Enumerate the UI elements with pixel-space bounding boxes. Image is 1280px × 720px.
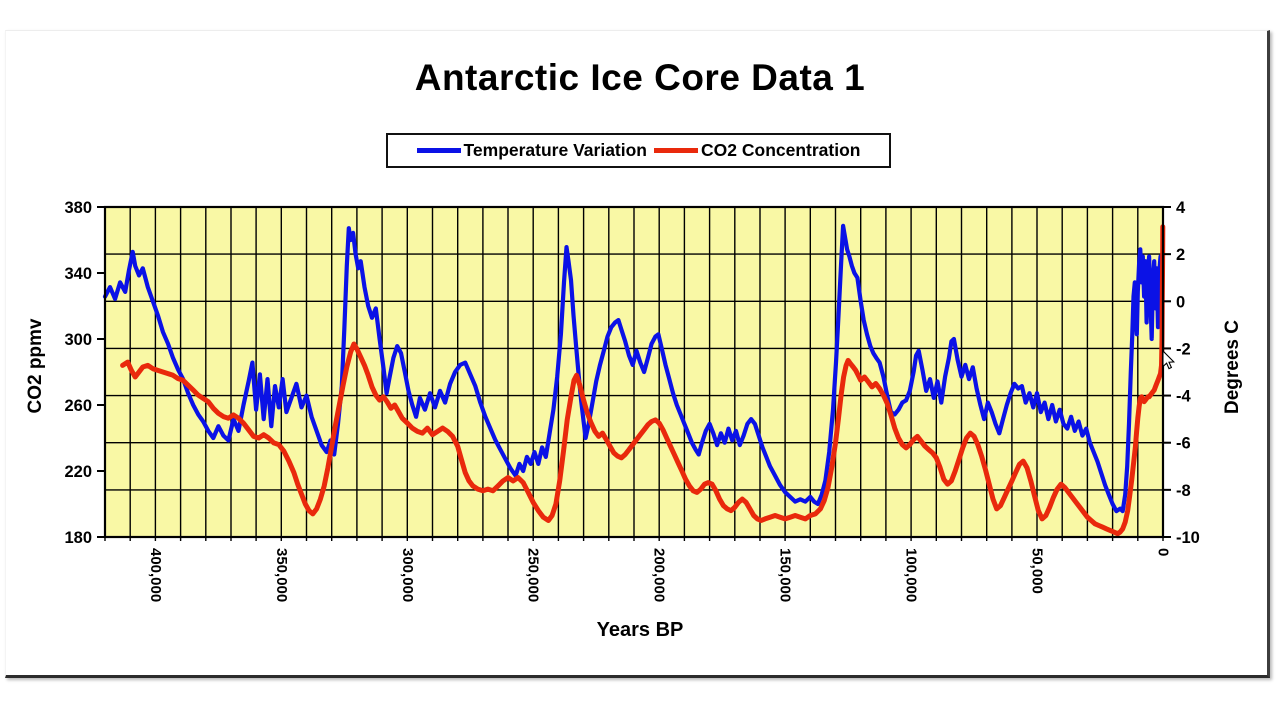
x-tick-label: 0	[1155, 548, 1172, 556]
y-left-tick-label: 340	[64, 265, 92, 283]
x-tick-label: 200,000	[651, 548, 668, 602]
y-right-tick-label: -2	[1176, 340, 1191, 358]
y-axis-title-right: Degrees C	[1222, 320, 1243, 414]
y-left-tick-label: 300	[64, 331, 92, 349]
x-tick-label: 300,000	[399, 548, 416, 602]
mouse-cursor-icon	[1162, 349, 1176, 370]
x-tick-label: 50,000	[1029, 548, 1046, 594]
legend-label-temperature: Temperature Variation	[463, 140, 648, 160]
y-right-tick-label: -8	[1176, 482, 1191, 500]
series-line-co2	[120, 224, 1166, 537]
y-right-tick-label: -4	[1176, 388, 1191, 406]
x-tick-label: 150,000	[777, 548, 794, 602]
y-left-tick-label: 260	[64, 397, 92, 415]
x-tick-label: 350,000	[273, 548, 290, 602]
legend-swatch-temperature	[416, 148, 461, 153]
y-axis-title-left: CO2 ppmv	[25, 318, 46, 414]
y-right-tick-label: 4	[1176, 199, 1186, 217]
x-tick-label: 100,000	[903, 548, 920, 602]
y-right-tick-label: -10	[1176, 529, 1200, 547]
y-right-tick-label: -6	[1176, 435, 1191, 453]
y-right-tick-label: 0	[1176, 293, 1185, 311]
x-axis-title: Years BP	[596, 619, 684, 641]
y-left-tick-label: 220	[64, 463, 92, 481]
legend-label-co2: CO2 Concentration	[701, 140, 861, 160]
chart-legend: Temperature Variation CO2 Concentration	[386, 133, 891, 168]
x-tick-label: 400,000	[147, 548, 164, 602]
x-tick-label: 250,000	[525, 548, 542, 602]
y-left-tick-label: 380	[64, 199, 92, 217]
chart-title: Antarctic Ice Core Data 1	[414, 57, 866, 98]
legend-swatch-co2	[654, 148, 699, 153]
plot-frame	[103, 205, 1165, 539]
y-left-tick-label: 180	[64, 529, 92, 547]
y-right-tick-label: 2	[1176, 246, 1185, 264]
